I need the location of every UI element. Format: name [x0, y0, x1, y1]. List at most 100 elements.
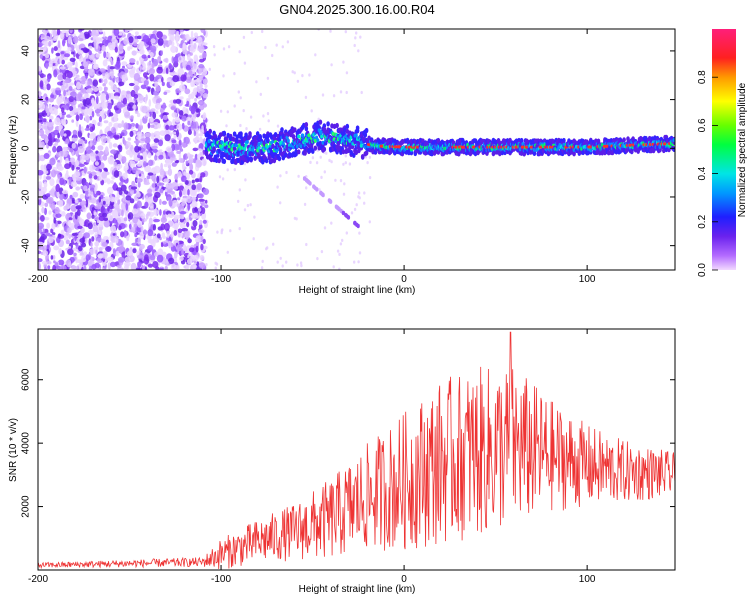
noise-speckle	[49, 137, 52, 145]
noise-speckle	[159, 168, 165, 176]
noise-speckle	[69, 157, 75, 163]
noise-speckle	[109, 193, 113, 202]
echo-speckle	[305, 178, 309, 183]
noise-speckle	[102, 154, 108, 161]
noise-speckle	[147, 87, 151, 93]
noise-speckle	[46, 121, 54, 128]
noise-speckle	[73, 35, 79, 44]
noise-speckle	[134, 145, 140, 153]
noise-speckle	[50, 228, 54, 234]
spectrogram-x-ticks: -200 -100 0 100	[28, 29, 596, 285]
noise-speckle	[39, 54, 43, 59]
noise-speckle	[63, 89, 66, 97]
faint-speckle	[279, 256, 282, 260]
noise-speckle	[138, 173, 142, 177]
faint-speckle	[243, 61, 247, 65]
faint-speckle	[266, 76, 270, 80]
noise-speckle	[102, 59, 108, 67]
noise-speckle	[63, 265, 67, 270]
noise-speckle	[81, 126, 84, 134]
noise-speckle	[48, 104, 53, 113]
band-mid	[286, 138, 290, 143]
noise-speckle	[129, 130, 134, 137]
noise-speckle	[146, 175, 151, 180]
noise-speckle	[69, 29, 73, 34]
noise-speckle	[161, 81, 165, 87]
noise-speckle	[159, 267, 164, 270]
faint-speckle	[238, 50, 241, 54]
faint-speckle	[205, 263, 208, 267]
noise-speckle	[93, 57, 97, 65]
noise-speckle	[110, 72, 114, 79]
noise-speckle	[173, 214, 181, 220]
band-core	[238, 143, 242, 148]
noise-speckle	[78, 38, 84, 42]
noise-speckle	[75, 205, 82, 210]
noise-speckle	[144, 266, 148, 270]
noise-speckle	[164, 188, 168, 193]
noise-speckle	[202, 112, 207, 121]
faint-speckle	[343, 182, 346, 186]
noise-speckle	[149, 51, 154, 58]
band-outer	[236, 151, 241, 157]
noise-speckle	[121, 61, 128, 66]
faint-speckle	[304, 95, 308, 99]
band-outer	[222, 158, 227, 164]
noise-speckle	[116, 163, 123, 169]
band-outer	[280, 127, 284, 133]
noise-speckle	[43, 35, 51, 41]
noise-speckle	[73, 252, 77, 257]
noise-speckle	[193, 42, 197, 50]
noise-speckle	[134, 110, 139, 114]
x-tick-label: -200	[28, 574, 48, 585]
faint-speckle	[342, 162, 345, 166]
faint-speckle	[260, 266, 264, 270]
noise-speckle	[38, 262, 41, 270]
noise-speckle	[55, 213, 62, 219]
noise-speckle	[137, 181, 141, 188]
noise-speckle	[63, 133, 67, 137]
noise-speckle	[154, 191, 161, 199]
noise-speckle	[71, 137, 78, 142]
noise-speckle	[168, 63, 172, 70]
noise-speckle	[172, 193, 176, 198]
band-outer	[360, 154, 365, 160]
noise-speckle	[194, 88, 198, 96]
noise-speckle	[45, 193, 51, 197]
band-outer	[596, 138, 601, 144]
noise-speckle	[156, 233, 161, 239]
faint-speckle	[295, 217, 298, 221]
noise-speckle	[121, 202, 126, 211]
noise-speckle	[106, 136, 111, 144]
noise-speckle	[123, 229, 127, 238]
noise-speckle	[199, 254, 205, 261]
noise-speckle	[63, 56, 68, 61]
faint-speckle	[219, 109, 223, 113]
snr-series-line	[38, 331, 675, 570]
noise-speckle	[94, 216, 101, 221]
noise-speckle	[59, 177, 65, 186]
noise-speckle	[44, 266, 47, 270]
noise-speckle	[194, 137, 198, 144]
noise-speckle	[196, 57, 199, 66]
noise-speckle	[184, 88, 191, 95]
noise-speckle	[85, 115, 90, 123]
noise-speckle	[175, 36, 180, 41]
faint-speckle	[220, 231, 223, 235]
noise-speckle	[136, 254, 143, 259]
noise-speckle	[38, 181, 43, 190]
noise-speckle	[202, 93, 208, 99]
noise-speckle	[102, 212, 108, 218]
noise-speckle	[161, 76, 164, 83]
faint-speckle	[357, 195, 360, 199]
noise-speckle	[149, 124, 155, 128]
noise-speckle	[58, 125, 63, 130]
noise-speckle	[136, 131, 143, 137]
echo-speckle	[355, 222, 359, 227]
noise-speckle	[82, 47, 88, 53]
echo-speckle	[341, 210, 345, 216]
noise-speckle	[112, 232, 116, 236]
faint-speckle	[357, 49, 360, 53]
faint-speckle	[261, 29, 264, 34]
